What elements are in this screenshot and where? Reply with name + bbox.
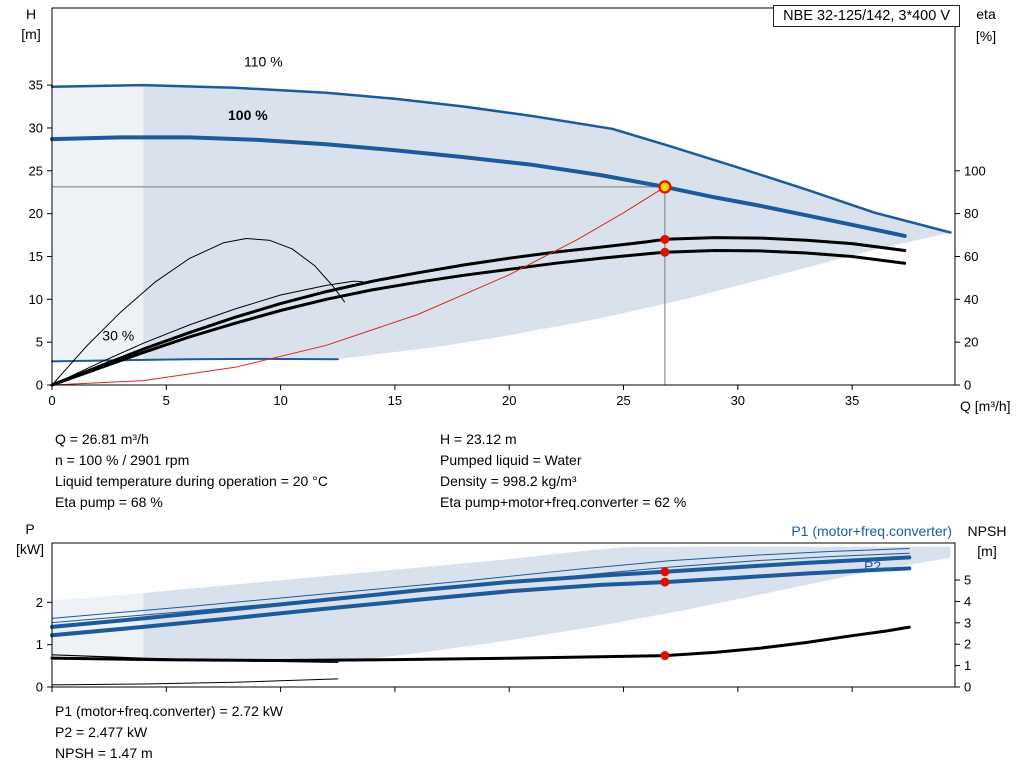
y-tick-label: 0 [36,680,43,695]
eta-total-point [660,247,670,257]
eta-axis-label: eta [%] [964,4,1008,46]
y2-tick-label: 40 [964,292,978,307]
eta-pump-curve [50,236,907,387]
y-tick-label: 10 [29,292,43,307]
y-tick-label: 25 [29,163,43,178]
p2-curve [50,566,912,638]
label-30-percent: 30 % [102,327,134,343]
info-p1: P1 (motor+freq.converter) = 2.72 kW [55,703,283,719]
y-tick-label: 30 [29,120,43,135]
eta-pump-point [660,234,670,244]
p1-upper-speed-thin-a [51,548,910,619]
pump-title: NBE 32-125/142, 3*400 V [783,8,950,24]
x-tick-label: 35 [845,393,859,408]
npsh-axis-unit: [m] [977,543,997,559]
p2-point [660,577,670,587]
y2-tick-label: 60 [964,249,978,264]
x-tick-label: 0 [48,393,55,408]
q-axis-label: Q [m³/h] [960,398,1011,414]
operating-envelope [143,85,951,360]
system-curve [51,186,666,386]
p1-curve-label: P1 (motor+freq.converter) [791,523,952,539]
y-tick-label: 2 [36,595,43,610]
label-100-percent: 100 % [228,107,268,123]
y2-tick-label: 0 [964,680,971,695]
y2-tick-label: 20 [964,335,978,350]
plot-frame [51,542,956,688]
y-tick-label: 35 [29,78,43,93]
eta-axis-unit: [%] [975,28,997,44]
y-tick-label: 0 [36,378,43,393]
power-info: P1 (motor+freq.converter) = 2.72 kW P2 =… [55,701,283,764]
label-110-percent: 110 % [244,53,283,69]
y-tick-label: 15 [29,249,43,264]
y2-tick-label: 5 [964,573,971,588]
h-axis-symbol: H [25,6,37,22]
speed-curve-min [51,357,339,363]
info-q: Q = 26.81 m³/h [55,431,149,447]
x-tick-label: 30 [731,393,745,408]
npsh-axis-symbol: NPSH [967,523,1007,539]
info-speed: n = 100 % / 2901 rpm [55,452,190,468]
npsh-low-speed-curve [51,678,339,686]
pump-title-box: NBE 32-125/142, 3*400 V [773,5,960,27]
y2-tick-label: 3 [964,615,971,630]
eta-axis-symbol: eta [976,6,996,22]
y2-tick-label: 80 [964,206,978,221]
npsh-point [660,651,670,661]
y2-tick-label: 2 [964,637,971,652]
info-density: Density = 998.2 kg/m³ [440,473,577,489]
h-axis-unit: [m] [21,26,41,42]
p-axis-symbol: P [25,521,35,537]
power-envelope-left [52,593,144,659]
eta-bell-reduced-speed [51,238,346,386]
y2-tick-label: 0 [964,378,971,393]
x-tick-label: 20 [502,393,516,408]
duty-info-right: H = 23.12 m Pumped liquid = Water Densit… [440,429,686,513]
y-tick-label: 5 [36,335,43,350]
info-h: H = 23.12 m [440,431,517,447]
npsh-axis-label: NPSH [m] [960,521,1014,561]
duty-info-left: Q = 26.81 m³/h n = 100 % / 2901 rpm Liqu… [55,429,328,513]
info-eta-pump: Eta pump = 68 % [55,494,163,510]
y-tick-label: 20 [29,206,43,221]
eta-thin-reduced-speed [51,280,368,386]
p2-curve-label: P2 [864,558,882,574]
y-tick-label: 1 [36,637,43,652]
operating-envelope-left [52,85,144,361]
p1-curve [50,555,912,629]
x-tick-label: 15 [388,393,402,408]
info-npsh: NPSH = 1.47 m [55,745,153,761]
info-liquid-temp: Liquid temperature during operation = 20… [55,473,328,489]
hq-chart: 0 5 10 15 20 25 30 35 0 5 10 15 20 25 30 35 0 20 40 60 80 100… [29,7,986,408]
h-axis-label: H [m] [14,4,48,44]
y2-tick-label: 1 [964,658,971,673]
p-axis-label: P [kW] [8,519,52,559]
p-axis-unit: [kW] [16,541,44,557]
x-tick-label: 10 [273,393,287,408]
y2-tick-label: 100 [964,163,986,178]
power-npsh-chart: 0 1 2 0 1 2 3 4 5 [36,542,971,695]
speed-curve-100 [50,135,907,238]
y2-tick-label: 4 [964,594,971,609]
info-pumped-liquid: Pumped liquid = Water [440,452,582,468]
eta-total-curve [50,249,907,387]
x-tick-label: 5 [163,393,170,408]
info-p2: P2 = 2.477 kW [55,724,148,740]
speed-curve-110 [50,83,952,234]
info-eta-total: Eta pump+motor+freq.converter = 62 % [440,494,687,510]
p1-point [660,567,670,577]
duty-point[interactable] [658,180,672,194]
plot-frame [51,7,956,386]
x-tick-label: 25 [616,393,630,408]
